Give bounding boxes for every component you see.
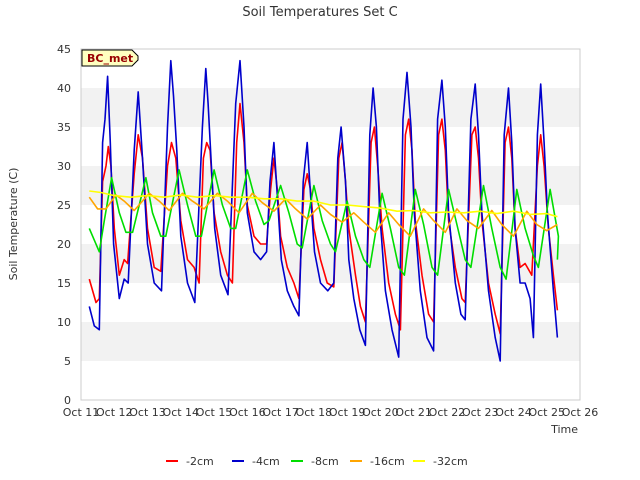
grid-band xyxy=(81,88,580,127)
legend: -2cm -4cm -8cm -16cm -32cm xyxy=(166,455,468,468)
station-label: BC_met xyxy=(87,52,133,65)
x-tick-label: Oct 18 xyxy=(296,406,333,419)
x-tick-label: Oct 23 xyxy=(462,406,499,419)
series-line-minus-4cm xyxy=(88,59,559,362)
x-tick-label: Oct 16 xyxy=(229,406,266,419)
station-label-box: BC_met xyxy=(81,49,139,67)
legend-label: -2cm xyxy=(186,455,214,468)
grid-band xyxy=(81,361,580,400)
x-tick-label: Oct 19 xyxy=(329,406,366,419)
plot-area-frame xyxy=(80,48,581,401)
grid-band xyxy=(81,49,580,88)
x-tick-label: Oct 17 xyxy=(262,406,299,419)
legend-label: -8cm xyxy=(311,455,339,468)
y-tick-label: 10 xyxy=(57,316,71,329)
x-axis-label: Time xyxy=(550,423,578,436)
x-tick-label: Oct 26 xyxy=(562,406,599,419)
x-tick-label: Oct 13 xyxy=(129,406,166,419)
legend-label: -32cm xyxy=(433,455,468,468)
grid-band xyxy=(81,322,580,361)
grid-band xyxy=(81,127,580,166)
y-axis-label: Soil Temperature (C) xyxy=(7,168,20,281)
y-tick-label: 15 xyxy=(57,277,71,290)
legend-label: -4cm xyxy=(252,455,280,468)
chart-title: Soil Temperatures Set C xyxy=(242,5,397,20)
series-line-minus-32cm xyxy=(89,190,558,218)
y-tick-label: 20 xyxy=(57,238,71,251)
y-tick-label: 25 xyxy=(57,199,71,212)
x-tick-label: Oct 21 xyxy=(395,406,432,419)
y-tick-label: 45 xyxy=(57,43,71,56)
legend-label: -16cm xyxy=(370,455,405,468)
x-tick-label: Oct 11 xyxy=(63,406,100,419)
x-tick-label: Oct 24 xyxy=(495,406,532,419)
y-tick-label: 0 xyxy=(64,394,71,407)
y-tick-label: 30 xyxy=(57,160,71,173)
x-tick-label: Oct 22 xyxy=(429,406,466,419)
series-lines xyxy=(88,59,560,362)
y-tick-label: 5 xyxy=(64,355,71,368)
series-line-minus-16cm xyxy=(88,192,558,237)
x-tick-label: Oct 12 xyxy=(96,406,133,419)
x-tick-label: Oct 20 xyxy=(362,406,399,419)
y-tick-label: 35 xyxy=(57,121,71,134)
grid-band xyxy=(81,283,580,322)
y-axis-ticks: 0 5 10 15 20 25 30 35 40 45 xyxy=(57,43,71,407)
x-tick-label: Oct 14 xyxy=(163,406,200,419)
y-tick-label: 40 xyxy=(57,82,71,95)
x-tick-label: Oct 25 xyxy=(528,406,565,419)
x-tick-label: Oct 15 xyxy=(196,406,233,419)
series-line-minus-8cm xyxy=(88,169,560,280)
